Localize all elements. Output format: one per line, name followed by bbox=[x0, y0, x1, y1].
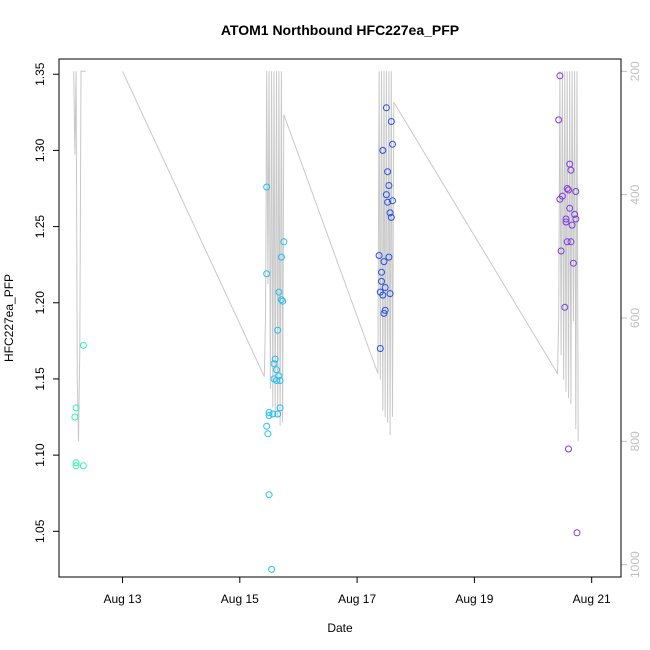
data-point-s1-6 bbox=[79, 341, 87, 349]
data-point-s2-3 bbox=[263, 422, 271, 430]
altitude-trace-line-1 bbox=[73, 70, 86, 442]
data-point-s3-18 bbox=[386, 290, 394, 298]
data-point-s4-4 bbox=[557, 247, 565, 255]
y-tick-label-2: 1.10 bbox=[33, 443, 47, 467]
data-point-s3-6 bbox=[379, 291, 387, 299]
altitude-trace-line-4 bbox=[393, 71, 579, 442]
data-point-s4-20 bbox=[572, 188, 580, 195]
data-point-s2-16 bbox=[274, 326, 282, 334]
y2-tick-label-4: 800 bbox=[628, 431, 642, 451]
x-tick-label-4: Aug 19 bbox=[455, 592, 493, 606]
y2-tick-label-2: 400 bbox=[628, 184, 642, 204]
data-point-s2-21 bbox=[277, 296, 285, 304]
data-point-s3-21 bbox=[387, 213, 395, 221]
data-point-s2-5 bbox=[265, 412, 273, 419]
data-point-s4-16 bbox=[567, 166, 575, 174]
x-tick-label-1: Aug 13 bbox=[104, 592, 142, 606]
data-point-s3-22 bbox=[389, 197, 396, 205]
data-point-s3-11 bbox=[381, 284, 389, 291]
x-tick-label-2: Aug 15 bbox=[221, 592, 259, 606]
axes-layer: Aug 13 Aug 15 Aug 17 Aug 19 Aug 21 1.05 1.10 1.… bbox=[33, 61, 642, 606]
data-point-s3-23 bbox=[389, 140, 396, 148]
data-point-s3-13 bbox=[382, 104, 390, 112]
y-tick-label-4: 1.20 bbox=[33, 291, 47, 315]
y-tick-label-1: 1.05 bbox=[33, 519, 47, 543]
data-point-s4-11 bbox=[565, 445, 572, 453]
data-point-s2-23 bbox=[279, 297, 287, 305]
data-point-s3-17 bbox=[385, 182, 393, 189]
data-point-s2-14 bbox=[273, 366, 280, 374]
data-point-s1-5 bbox=[79, 462, 87, 470]
altitude-trace-layer bbox=[73, 70, 579, 442]
y2-tick-label-1: 200 bbox=[628, 61, 642, 81]
y2-tick-label-3: 600 bbox=[628, 308, 642, 328]
data-point-s4-8 bbox=[562, 218, 570, 226]
data-point-s1-1 bbox=[72, 404, 80, 412]
data-point-s2-7 bbox=[265, 491, 273, 499]
data-point-s4-15 bbox=[567, 238, 575, 246]
data-point-s4-12 bbox=[565, 186, 572, 194]
data-point-s2-24 bbox=[280, 238, 288, 246]
y-axis-label: HFC227ea_PFP bbox=[2, 274, 16, 362]
data-point-s4-17 bbox=[568, 221, 576, 229]
data-point-s2-22 bbox=[277, 253, 285, 261]
data-point-s2-1 bbox=[263, 183, 271, 191]
plot-frame bbox=[58, 58, 622, 578]
data-point-s2-15 bbox=[274, 410, 282, 418]
data-point-s2-8 bbox=[268, 565, 276, 573]
data-point-s3-5 bbox=[378, 277, 385, 285]
data-point-s2-19 bbox=[276, 404, 284, 412]
data-point-s4-19 bbox=[571, 210, 579, 218]
data-point-s3-8 bbox=[380, 258, 388, 266]
data-point-s1-3 bbox=[72, 459, 80, 467]
data-point-s4-2 bbox=[556, 72, 564, 80]
data-point-s2-2 bbox=[263, 270, 271, 278]
data-point-s3-15 bbox=[384, 168, 392, 176]
data-points-layer bbox=[71, 72, 581, 573]
data-point-s1-2 bbox=[71, 413, 79, 421]
data-point-s4-1 bbox=[555, 116, 563, 124]
y-tick-label-6: 1.30 bbox=[33, 138, 47, 162]
altitude-trace-line-3 bbox=[283, 71, 395, 436]
data-point-s2-4 bbox=[264, 430, 272, 438]
data-point-s4-22 bbox=[573, 529, 581, 537]
data-point-s3-12 bbox=[382, 191, 390, 199]
data-point-s3-7 bbox=[379, 146, 387, 154]
data-point-s3-4 bbox=[378, 268, 385, 276]
y-tick-label-5: 1.25 bbox=[33, 215, 47, 239]
data-point-s3-19 bbox=[386, 209, 394, 217]
data-point-s3-14 bbox=[384, 198, 392, 206]
altitude-trace-line-2 bbox=[122, 71, 285, 426]
data-point-s2-12 bbox=[271, 355, 279, 363]
data-point-s4-7 bbox=[562, 215, 570, 223]
data-point-s4-9 bbox=[563, 238, 571, 246]
data-point-s3-10 bbox=[381, 306, 389, 314]
data-point-s4-18 bbox=[569, 259, 577, 267]
data-point-s2-9 bbox=[269, 410, 277, 418]
data-point-s4-14 bbox=[566, 204, 574, 212]
data-point-s4-21 bbox=[572, 215, 580, 223]
y2-tick-label-5: 1000 bbox=[628, 551, 642, 578]
x-axis-label: Date bbox=[327, 621, 353, 635]
data-point-s4-5 bbox=[558, 192, 566, 200]
data-point-s2-20 bbox=[276, 377, 284, 384]
data-point-s2-17 bbox=[275, 372, 283, 380]
x-tick-label-3: Aug 17 bbox=[338, 592, 376, 606]
data-point-s3-3 bbox=[376, 345, 384, 352]
data-point-s2-6 bbox=[265, 409, 273, 416]
data-point-s2-11 bbox=[270, 360, 278, 368]
data-point-s2-18 bbox=[275, 288, 283, 296]
data-point-s4-6 bbox=[561, 303, 569, 311]
data-point-s1-4 bbox=[72, 462, 80, 470]
data-point-s3-1 bbox=[375, 252, 383, 259]
data-point-s3-16 bbox=[385, 253, 393, 261]
data-point-s4-10 bbox=[563, 185, 571, 192]
y-tick-label-3: 1.15 bbox=[33, 367, 47, 391]
x-tick-label-5: Aug 21 bbox=[573, 592, 611, 606]
data-point-s3-20 bbox=[387, 118, 395, 125]
y-tick-label-7: 1.35 bbox=[33, 62, 47, 86]
chart-title: ATOM1 Northbound HFC227ea_PFP bbox=[221, 22, 459, 38]
